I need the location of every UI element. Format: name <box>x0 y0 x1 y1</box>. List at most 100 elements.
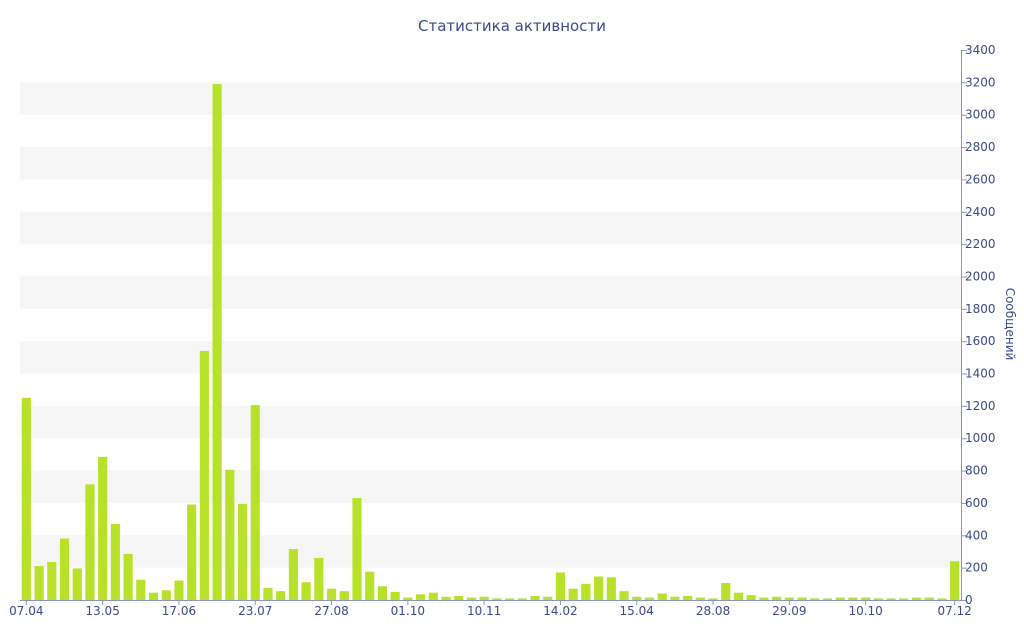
bar <box>276 591 286 600</box>
bar <box>47 561 57 600</box>
bar <box>123 553 133 600</box>
grid-band <box>20 147 961 180</box>
bar <box>581 583 591 600</box>
x-tick-label: 23.07 <box>238 604 272 618</box>
y-axis-title: Сообщений <box>1003 288 1017 361</box>
y-tick-label: 2000 <box>965 269 996 283</box>
y-tick-label: 200 <box>965 561 988 575</box>
grid-band <box>20 211 961 245</box>
x-tick-label: 07.12 <box>937 604 971 618</box>
bar <box>454 595 464 600</box>
grid-band <box>20 535 961 568</box>
y-tick-label: 2800 <box>965 140 996 154</box>
bar <box>288 549 298 600</box>
bar <box>619 591 629 600</box>
y-tick-label: 1800 <box>965 302 996 316</box>
bar <box>772 596 782 600</box>
bar <box>326 588 337 600</box>
bar <box>403 597 413 600</box>
bar <box>377 586 387 600</box>
grid-band <box>20 405 961 439</box>
bar <box>568 588 578 600</box>
bar <box>390 591 400 600</box>
bar <box>59 538 70 600</box>
bar <box>301 582 311 600</box>
x-tick-label: 15.04 <box>620 604 654 618</box>
y-tick-label: 3400 <box>965 43 996 57</box>
y-tick-label: 400 <box>965 528 988 542</box>
x-tick-label: 01.10 <box>391 604 425 618</box>
y-tick-label: 2400 <box>965 205 996 219</box>
bar <box>530 595 540 600</box>
y-tick-label: 600 <box>965 496 988 510</box>
x-tick-label: 07.04 <box>9 604 43 618</box>
bar <box>263 587 273 600</box>
bar <box>250 405 260 600</box>
bar <box>21 397 31 600</box>
bar <box>644 597 655 600</box>
bar <box>352 498 362 600</box>
bars-group <box>21 83 960 601</box>
y-tick-label: 1000 <box>965 431 996 445</box>
bar <box>148 592 159 600</box>
bar <box>695 597 705 600</box>
axes-group <box>20 50 967 605</box>
grid-band <box>20 276 961 309</box>
bar <box>504 598 515 600</box>
bar <box>708 598 718 600</box>
x-tick-label: 10.10 <box>848 604 882 618</box>
bar <box>492 598 502 600</box>
bar <box>237 503 248 600</box>
chart-title: Статистика активности <box>418 17 606 35</box>
bar <box>441 596 451 600</box>
bar <box>161 590 171 600</box>
y-tick-label: 1200 <box>965 399 996 413</box>
bar <box>848 597 858 600</box>
y-tick-label: 1600 <box>965 334 996 348</box>
bar <box>810 598 820 600</box>
x-tick-label: 10.11 <box>467 604 501 618</box>
bar <box>339 591 349 600</box>
bar <box>657 593 667 600</box>
x-tick-label: 14.02 <box>543 604 577 618</box>
bar <box>886 598 896 600</box>
bar <box>466 597 477 600</box>
y-tick-label: 800 <box>965 464 988 478</box>
bar <box>72 568 82 600</box>
x-tick-label: 29.09 <box>772 604 806 618</box>
bar <box>174 580 184 600</box>
grid-band <box>20 341 961 374</box>
bar <box>683 595 693 600</box>
bar <box>199 350 209 600</box>
bar <box>721 583 731 600</box>
bar <box>555 572 566 600</box>
bar <box>225 469 235 600</box>
bar <box>733 592 744 600</box>
bar <box>594 576 604 600</box>
x-tick-label: 27.08 <box>314 604 348 618</box>
y-tick-label: 3000 <box>965 108 996 122</box>
y-tick-label: 1400 <box>965 367 996 381</box>
bar <box>34 566 44 600</box>
bar <box>746 595 756 600</box>
bar <box>85 484 95 600</box>
bar <box>797 597 807 600</box>
bar <box>428 592 438 600</box>
x-tick-label: 17.06 <box>162 604 196 618</box>
bar <box>950 561 960 600</box>
y-tick-label: 2200 <box>965 237 996 251</box>
tick-labels-group: 0 200 400 600 800 1000 1200 1400 1600 1800 2000 220… <box>9 43 995 618</box>
bar <box>835 597 845 600</box>
bar <box>187 504 197 600</box>
bar <box>606 577 616 600</box>
y-tick-label: 0 <box>965 593 973 607</box>
bar <box>136 579 146 600</box>
bar <box>670 596 680 600</box>
grid-bands <box>20 82 961 568</box>
grid-band <box>20 470 961 503</box>
bar <box>899 598 909 600</box>
bar <box>822 598 833 600</box>
bar <box>924 597 934 600</box>
